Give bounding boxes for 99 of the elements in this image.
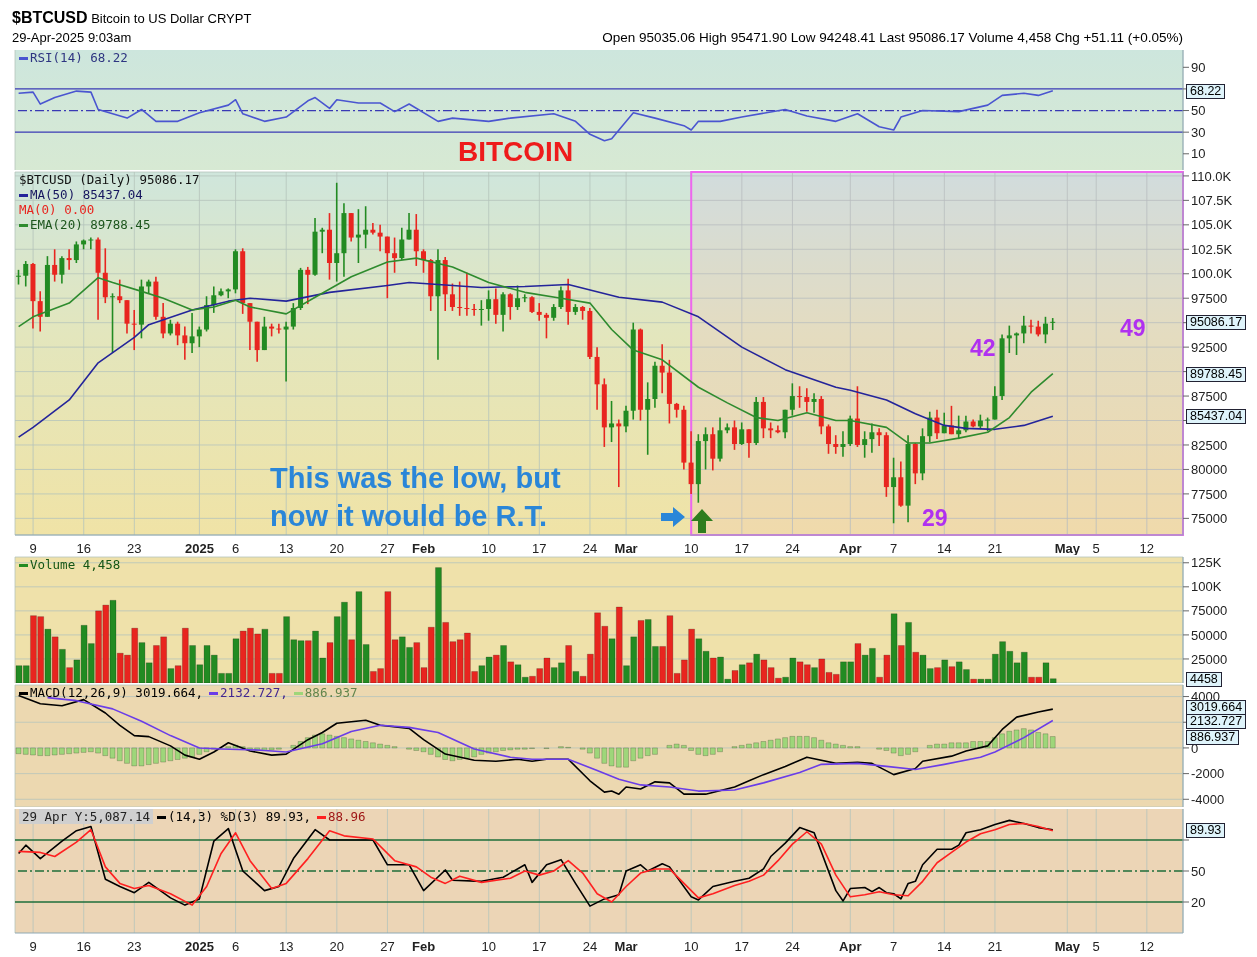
x-tick-label: 20 xyxy=(329,939,345,954)
x-tick-label: 23 xyxy=(127,541,142,556)
y-tick-label: 50000 xyxy=(1191,627,1228,643)
y-tick-label: 92500 xyxy=(1191,339,1228,355)
x-tick-label: 7 xyxy=(890,939,898,954)
x-tick-label: Apr xyxy=(839,939,862,954)
x-tick-label: 14 xyxy=(937,541,952,556)
x-tick-label: May xyxy=(1054,541,1081,556)
x-tick-label: 17 xyxy=(532,939,547,954)
legend-label: (14,3) %D(3) 89.93, xyxy=(166,809,311,824)
legend-label: 2132.727, xyxy=(219,685,288,700)
x-tick-label: Feb xyxy=(412,939,436,954)
text: 89.93 xyxy=(1186,822,1226,838)
x-tick-label: 14 xyxy=(937,939,952,954)
x-tick-label: 27 xyxy=(380,939,395,954)
x-tick-label: 10 xyxy=(481,939,496,954)
text: 68.22 xyxy=(1186,83,1226,99)
x-tick-label: 10 xyxy=(683,939,699,954)
x-tick-label: 20 xyxy=(329,541,345,556)
y-tick-label: 102.5K xyxy=(1191,241,1233,257)
x-tick-label: 7 xyxy=(890,541,898,556)
annotation: 49 xyxy=(1120,314,1146,343)
y-tick-label: 97500 xyxy=(1191,290,1228,306)
x-tick-label: 24 xyxy=(582,541,598,556)
x-tick-label: 5 xyxy=(1092,541,1100,556)
legend-label: MA(50) 85437.04 xyxy=(29,187,144,202)
text: 85437.04 xyxy=(1186,409,1247,425)
x-tick-label: 12 xyxy=(1139,939,1155,954)
annotation: MA(0) 0.00 xyxy=(19,202,96,217)
x-tick-label: 27 xyxy=(380,541,395,556)
x-tick-label: 16 xyxy=(76,541,91,556)
legend-label: 886.937 xyxy=(303,685,358,700)
y-tick-label: -2000 xyxy=(1191,766,1225,782)
chart-title: $BTCUSD Bitcoin to US Dollar CRYPT xyxy=(12,9,252,26)
x-tick-label: 13 xyxy=(278,541,294,556)
y-tick-label: 82500 xyxy=(1191,437,1228,453)
annotation: This was the low, but now it would be R.T. xyxy=(270,461,561,534)
x-tick-label: 12 xyxy=(1139,541,1155,556)
x-tick-label: 13 xyxy=(278,939,294,954)
y-tick-label: 10 xyxy=(1191,146,1206,162)
y-tick-label: 107.5K xyxy=(1191,192,1233,208)
legend-label: EMA(20) 89788.45 xyxy=(29,217,152,232)
y-tick-label: 50 xyxy=(1191,863,1206,879)
y-tick-label: 25000 xyxy=(1191,651,1228,667)
x-tick-label: 23 xyxy=(127,939,142,954)
annotation: 42 xyxy=(970,334,996,363)
text: 2132.727 xyxy=(1186,713,1247,729)
y-tick-label: 105.0K xyxy=(1191,217,1233,233)
text: 4458 xyxy=(1186,671,1222,687)
x-tick-label: 6 xyxy=(231,541,240,556)
annotation: 29 Apr Y:5,087.14 xyxy=(19,809,153,824)
y-tick-label: 75000 xyxy=(1191,603,1228,619)
x-tick-label: 2025 xyxy=(184,939,214,954)
x-tick-label: Apr xyxy=(839,541,862,556)
text: 95086.17 xyxy=(1186,314,1247,330)
x-tick-label: 16 xyxy=(76,939,91,954)
x-tick-label: May xyxy=(1054,939,1081,954)
annotation: 29 xyxy=(922,504,948,533)
x-tick-label: 17 xyxy=(734,541,750,556)
chart-subtitle: 29-Apr-2025 9:03am xyxy=(12,30,132,45)
y-tick-label: 87500 xyxy=(1191,388,1228,404)
y-tick-label: 30 xyxy=(1191,124,1206,140)
legend-label: MACD(12,26,9) 3019.664, xyxy=(29,685,204,700)
y-tick-label: 75000 xyxy=(1191,510,1228,526)
x-tick-label: 24 xyxy=(582,939,598,954)
legend-label: RSI(14) 68.22 xyxy=(29,50,128,65)
x-tick-label: 6 xyxy=(231,939,240,954)
legend-label: Volume 4,458 xyxy=(29,557,121,572)
y-tick-label: 80000 xyxy=(1191,462,1228,478)
x-tick-label: 24 xyxy=(785,541,800,556)
annotation: BITCOIN xyxy=(458,135,574,169)
x-tick-label: 10 xyxy=(683,541,699,556)
x-tick-label: 5 xyxy=(1092,939,1100,954)
text: 89788.45 xyxy=(1186,366,1247,382)
x-tick-label: 9 xyxy=(29,939,37,954)
y-tick-label: 50 xyxy=(1191,103,1206,119)
y-tick-label: 100.0K xyxy=(1191,266,1233,282)
x-tick-label: 10 xyxy=(481,541,496,556)
y-tick-label: 110.0K xyxy=(1191,168,1232,184)
x-tick-label: 21 xyxy=(987,939,1003,954)
y-tick-label: 125K xyxy=(1191,555,1222,571)
text: Open 95035.06 High 95471.90 Low 94248.41 Last 95086.17 Volume 4,458 Chg +51.11 (+0.05%) xyxy=(602,30,1183,45)
x-tick-label: 21 xyxy=(987,541,1003,556)
x-tick-label: Mar xyxy=(614,939,638,954)
legend-label: 88.96 xyxy=(326,809,366,824)
x-tick-label: 17 xyxy=(532,541,547,556)
x-tick-label: 2025 xyxy=(184,541,214,556)
y-tick-label: 77500 xyxy=(1191,486,1228,502)
y-tick-label: 90 xyxy=(1191,59,1206,75)
x-tick-label: 17 xyxy=(734,939,750,954)
y-tick-label: 20 xyxy=(1191,894,1206,910)
x-tick-label: Mar xyxy=(614,541,638,556)
x-tick-label: Feb xyxy=(412,541,436,556)
x-tick-label: 9 xyxy=(29,541,37,556)
x-tick-label: 24 xyxy=(785,939,800,954)
y-tick-label: 100K xyxy=(1191,579,1222,595)
legend-title: $BTCUSD (Daily) 95086.17 xyxy=(19,172,200,187)
text: 886.937 xyxy=(1186,729,1240,745)
y-tick-label: -4000 xyxy=(1191,791,1225,807)
